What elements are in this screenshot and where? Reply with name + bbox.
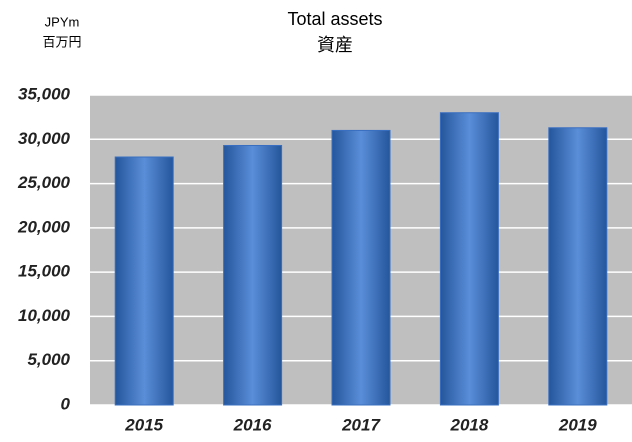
y-tick-label: 35,000: [18, 84, 71, 103]
y-axis-label: 百万円: [42, 34, 81, 49]
y-tick-label: 15,000: [18, 262, 71, 281]
y-tick-label: 0: [61, 394, 71, 413]
bar: [548, 127, 608, 406]
bar: [223, 144, 283, 406]
bar: [331, 129, 391, 406]
y-axis-label: JPYm: [45, 14, 80, 29]
y-tick-label: 20,000: [17, 217, 71, 236]
x-tick-label: 2015: [124, 415, 163, 434]
bar: [439, 112, 499, 406]
chart-title: Total assets: [287, 9, 382, 29]
x-tick-label: 2017: [341, 415, 381, 434]
x-tick-label: 2019: [558, 415, 597, 434]
x-tick-label: 2018: [449, 415, 488, 434]
x-tick-label: 2016: [233, 415, 272, 434]
bar: [114, 156, 174, 406]
y-tick-label: 10,000: [18, 306, 71, 325]
y-tick-label: 30,000: [18, 129, 71, 148]
y-tick-label: 25,000: [17, 173, 71, 192]
chart-subtitle: 資産: [317, 35, 353, 55]
y-tick-label: 5,000: [27, 350, 70, 369]
